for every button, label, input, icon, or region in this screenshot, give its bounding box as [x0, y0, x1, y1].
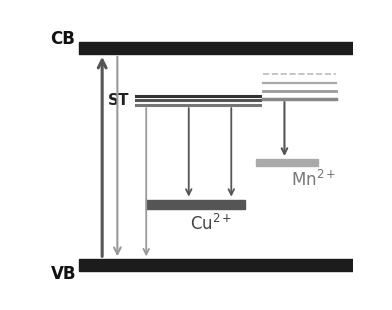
Bar: [256, 159, 318, 166]
Bar: [146, 200, 245, 209]
Text: ST: ST: [108, 93, 129, 108]
Bar: [79, 42, 353, 54]
Text: Mn$^{2+}$: Mn$^{2+}$: [291, 170, 336, 190]
Text: VB: VB: [51, 265, 76, 283]
Text: CB: CB: [51, 30, 75, 48]
Bar: [79, 259, 353, 271]
Text: Cu$^{2+}$: Cu$^{2+}$: [190, 214, 233, 234]
